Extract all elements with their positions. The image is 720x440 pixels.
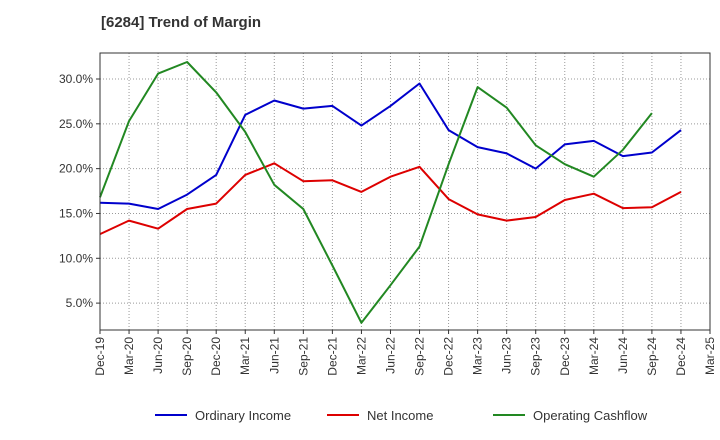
x-tick-label: Sep-21 <box>296 337 310 376</box>
x-tick-label: Dec-20 <box>209 337 223 376</box>
x-tick-label: Mar-25 <box>703 337 717 375</box>
y-tick-label: 30.0% <box>59 72 93 86</box>
x-tick-label: Dec-22 <box>442 337 456 376</box>
x-tick-label: Sep-23 <box>529 337 543 376</box>
legend-label-operating-cashflow: Operating Cashflow <box>533 408 648 423</box>
series-line-operating-cashflow <box>99 61 653 324</box>
x-tick-label: Sep-24 <box>645 337 659 376</box>
y-tick-label: 20.0% <box>59 162 93 176</box>
x-tick-label: Dec-23 <box>558 337 572 376</box>
x-tick-label: Jun-20 <box>151 337 165 374</box>
plot-frame <box>99 52 711 331</box>
legend-label-net-income: Net Income <box>367 408 433 423</box>
x-tick-label: Jun-23 <box>500 337 514 374</box>
chart-title: [6284] Trend of Margin <box>101 14 262 31</box>
x-tick-label: Dec-24 <box>674 337 688 376</box>
x-tick-label: Mar-24 <box>587 337 601 375</box>
x-tick-label: Sep-22 <box>413 337 427 376</box>
legend-label-ordinary-income: Ordinary Income <box>195 408 291 423</box>
y-tick-label: 5.0% <box>66 296 94 310</box>
x-tick-label: Jun-22 <box>383 337 397 374</box>
x-tick-label: Mar-21 <box>238 337 252 375</box>
x-axis: Dec-19 Mar-20 Jun-20 Sep-20 Dec-20 Mar-21 Jun-… <box>93 330 717 376</box>
y-tick-label: 10.0% <box>59 251 93 265</box>
legend: Ordinary Income Net Income Operating Cashf… <box>155 408 648 423</box>
x-tick-label: Sep-20 <box>180 337 194 376</box>
series-line-ordinary-income <box>99 82 682 210</box>
x-tick-label: Dec-19 <box>93 337 107 376</box>
x-tick-label: Jun-24 <box>616 337 630 374</box>
y-tick-label: 15.0% <box>59 206 93 220</box>
x-tick-label: Mar-22 <box>354 337 368 375</box>
x-tick-label: Mar-20 <box>122 337 136 375</box>
series-lines <box>99 61 682 324</box>
x-tick-label: Jun-21 <box>267 337 281 374</box>
y-axis: 5.0% 10.0% 15.0% 20.0% 25.0% 30.0% <box>59 72 100 310</box>
x-tick-label: Dec-21 <box>325 337 339 376</box>
y-tick-label: 25.0% <box>59 117 93 131</box>
series-line-net-income <box>99 162 682 236</box>
x-tick-label: Mar-23 <box>471 337 485 375</box>
